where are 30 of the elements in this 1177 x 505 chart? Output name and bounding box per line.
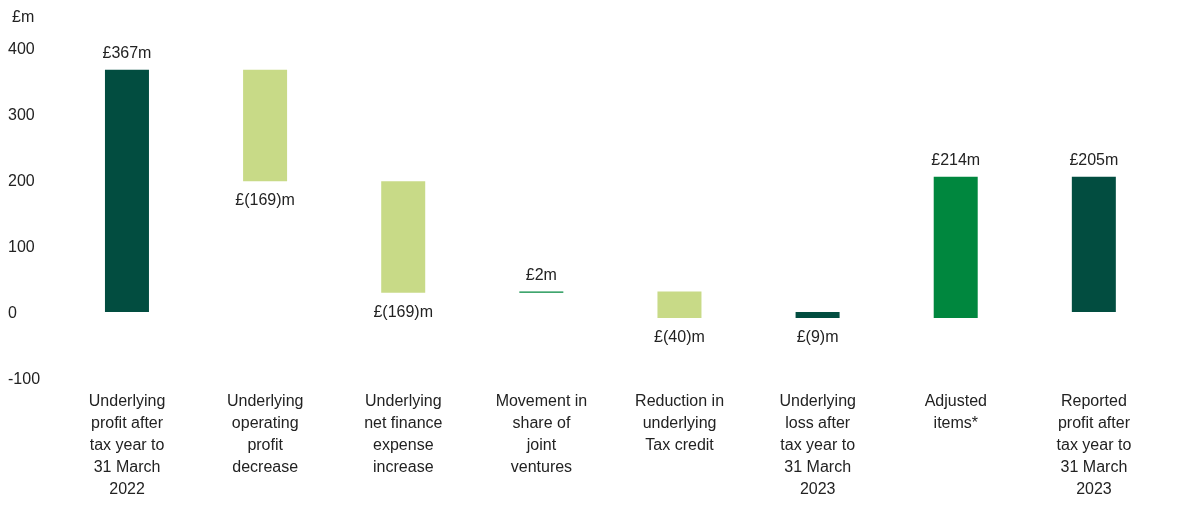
y-tick-label: 100	[8, 237, 35, 255]
y-tick-label: 300	[8, 105, 35, 123]
x-tick-label: Adjusted items*	[924, 392, 987, 431]
x-tick-label: Underlying operating profit decrease	[226, 392, 304, 475]
y-tick-label: -100	[8, 369, 41, 387]
bar	[1071, 176, 1116, 312]
y-axis-title: £m	[12, 8, 35, 26]
data-label: £(9)m	[796, 327, 839, 345]
data-label: £(169)m	[373, 302, 433, 320]
y-tick-label: 400	[8, 39, 35, 57]
y-tick-label: 0	[8, 303, 17, 321]
data-label: £(169)m	[235, 191, 295, 209]
x-tick-label: Movement in share of joint ventures	[495, 392, 588, 475]
y-tick-label: 200	[8, 171, 35, 189]
data-label: £205m	[1069, 150, 1119, 168]
bar	[381, 181, 426, 293]
data-label: £(40)m	[654, 327, 705, 345]
x-tick-label: Underlying net finance expense increase	[364, 392, 443, 475]
x-tick-label: Underlying loss after tax year to 31 March 2023	[779, 392, 856, 497]
x-tick-label: Reduction in underlying Tax credit	[635, 392, 725, 453]
bar	[104, 69, 149, 312]
data-label: £214m	[931, 150, 981, 168]
bar	[243, 69, 288, 182]
x-tick-label: Underlying profit after tax year to 31 March 2022	[88, 392, 166, 497]
data-label: £2m	[525, 265, 557, 283]
x-tick-label: Reported profit after tax year to 31 March 2023	[1056, 392, 1132, 497]
bar	[657, 291, 702, 318]
bar	[933, 176, 978, 318]
bar	[795, 312, 840, 318]
data-label: £367m	[102, 43, 152, 61]
